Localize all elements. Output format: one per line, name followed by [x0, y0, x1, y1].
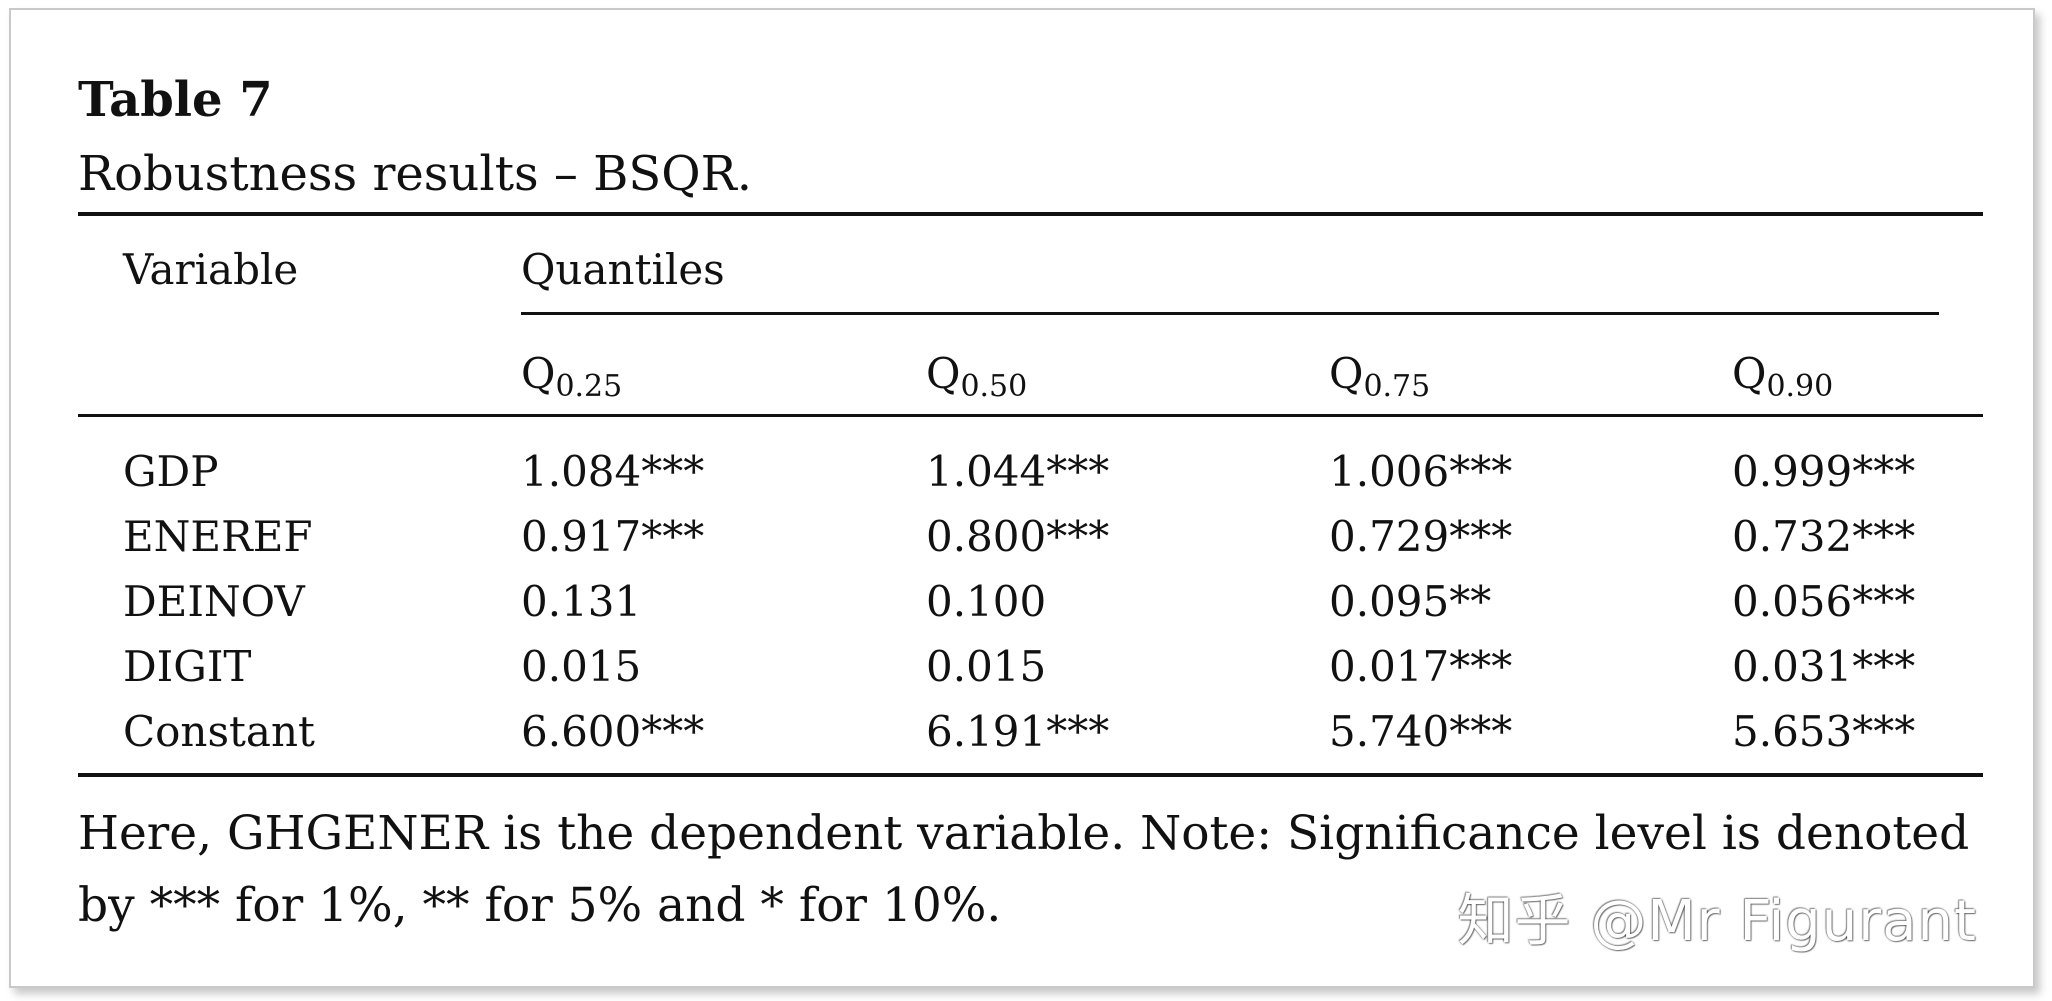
cell-q050: 0.800***: [926, 512, 1110, 561]
watermark: 知乎 @Mr Figurant: [1457, 889, 1977, 954]
quantile-header-q050: Q0.50: [926, 344, 1027, 417]
cell-q075: 1.006***: [1329, 447, 1513, 496]
top-rule: [78, 212, 1983, 216]
row-variable: ENEREF: [123, 512, 313, 561]
quantile-header-q025: Q0.25: [521, 344, 622, 417]
quantile-subscript: 0.90: [1766, 369, 1834, 404]
quantile-base: Q: [1329, 349, 1364, 398]
cell-q075: 5.740***: [1329, 707, 1513, 756]
header-bottom-rule: [78, 414, 1983, 417]
cell-q050: 0.100: [926, 577, 1047, 626]
table-label: Table 7: [78, 72, 273, 128]
cell-q025: 1.084***: [521, 447, 705, 496]
quantile-base: Q: [926, 349, 961, 398]
quantile-base: Q: [1732, 349, 1767, 398]
table-note-line-1: Here, GHGENER is the dependent variable.…: [78, 806, 1970, 861]
cell-q075: 0.017***: [1329, 642, 1513, 691]
quantile-header-q090: Q0.90: [1732, 344, 1833, 417]
cell-q025: 0.015: [521, 642, 642, 691]
cell-q050: 1.044***: [926, 447, 1110, 496]
cell-q050: 0.015: [926, 642, 1047, 691]
cell-q050: 6.191***: [926, 707, 1110, 756]
table-note-line-2: by *** for 1%, ** for 5% and * for 10%.: [78, 878, 1002, 933]
row-variable: DIGIT: [123, 642, 252, 691]
cell-q075: 0.095**: [1329, 577, 1492, 626]
cell-q090: 0.056***: [1732, 577, 1916, 626]
cell-q090: 0.999***: [1732, 447, 1916, 496]
cell-q025: 6.600***: [521, 707, 705, 756]
cell-q090: 5.653***: [1732, 707, 1916, 756]
quantile-header-q075: Q0.75: [1329, 344, 1430, 417]
cell-q075: 0.729***: [1329, 512, 1513, 561]
quantiles-spanner-rule: [521, 312, 1939, 315]
cell-q090: 0.732***: [1732, 512, 1916, 561]
cell-q025: 0.917***: [521, 512, 705, 561]
quantile-base: Q: [521, 349, 556, 398]
variable-header: Variable: [123, 245, 299, 294]
row-variable: GDP: [123, 447, 219, 496]
table-title: Robustness results – BSQR.: [78, 146, 753, 202]
bottom-rule: [78, 773, 1983, 777]
quantile-subscript: 0.25: [555, 369, 623, 404]
row-variable: DEINOV: [123, 577, 305, 626]
cell-q025: 0.131: [521, 577, 642, 626]
quantile-subscript: 0.75: [1363, 369, 1431, 404]
quantile-subscript: 0.50: [960, 369, 1028, 404]
row-variable: Constant: [123, 707, 315, 756]
quantiles-header: Quantiles: [521, 245, 725, 294]
table-figure: Table 7 Robustness results – BSQR. Varia…: [9, 8, 2035, 988]
cell-q090: 0.031***: [1732, 642, 1916, 691]
